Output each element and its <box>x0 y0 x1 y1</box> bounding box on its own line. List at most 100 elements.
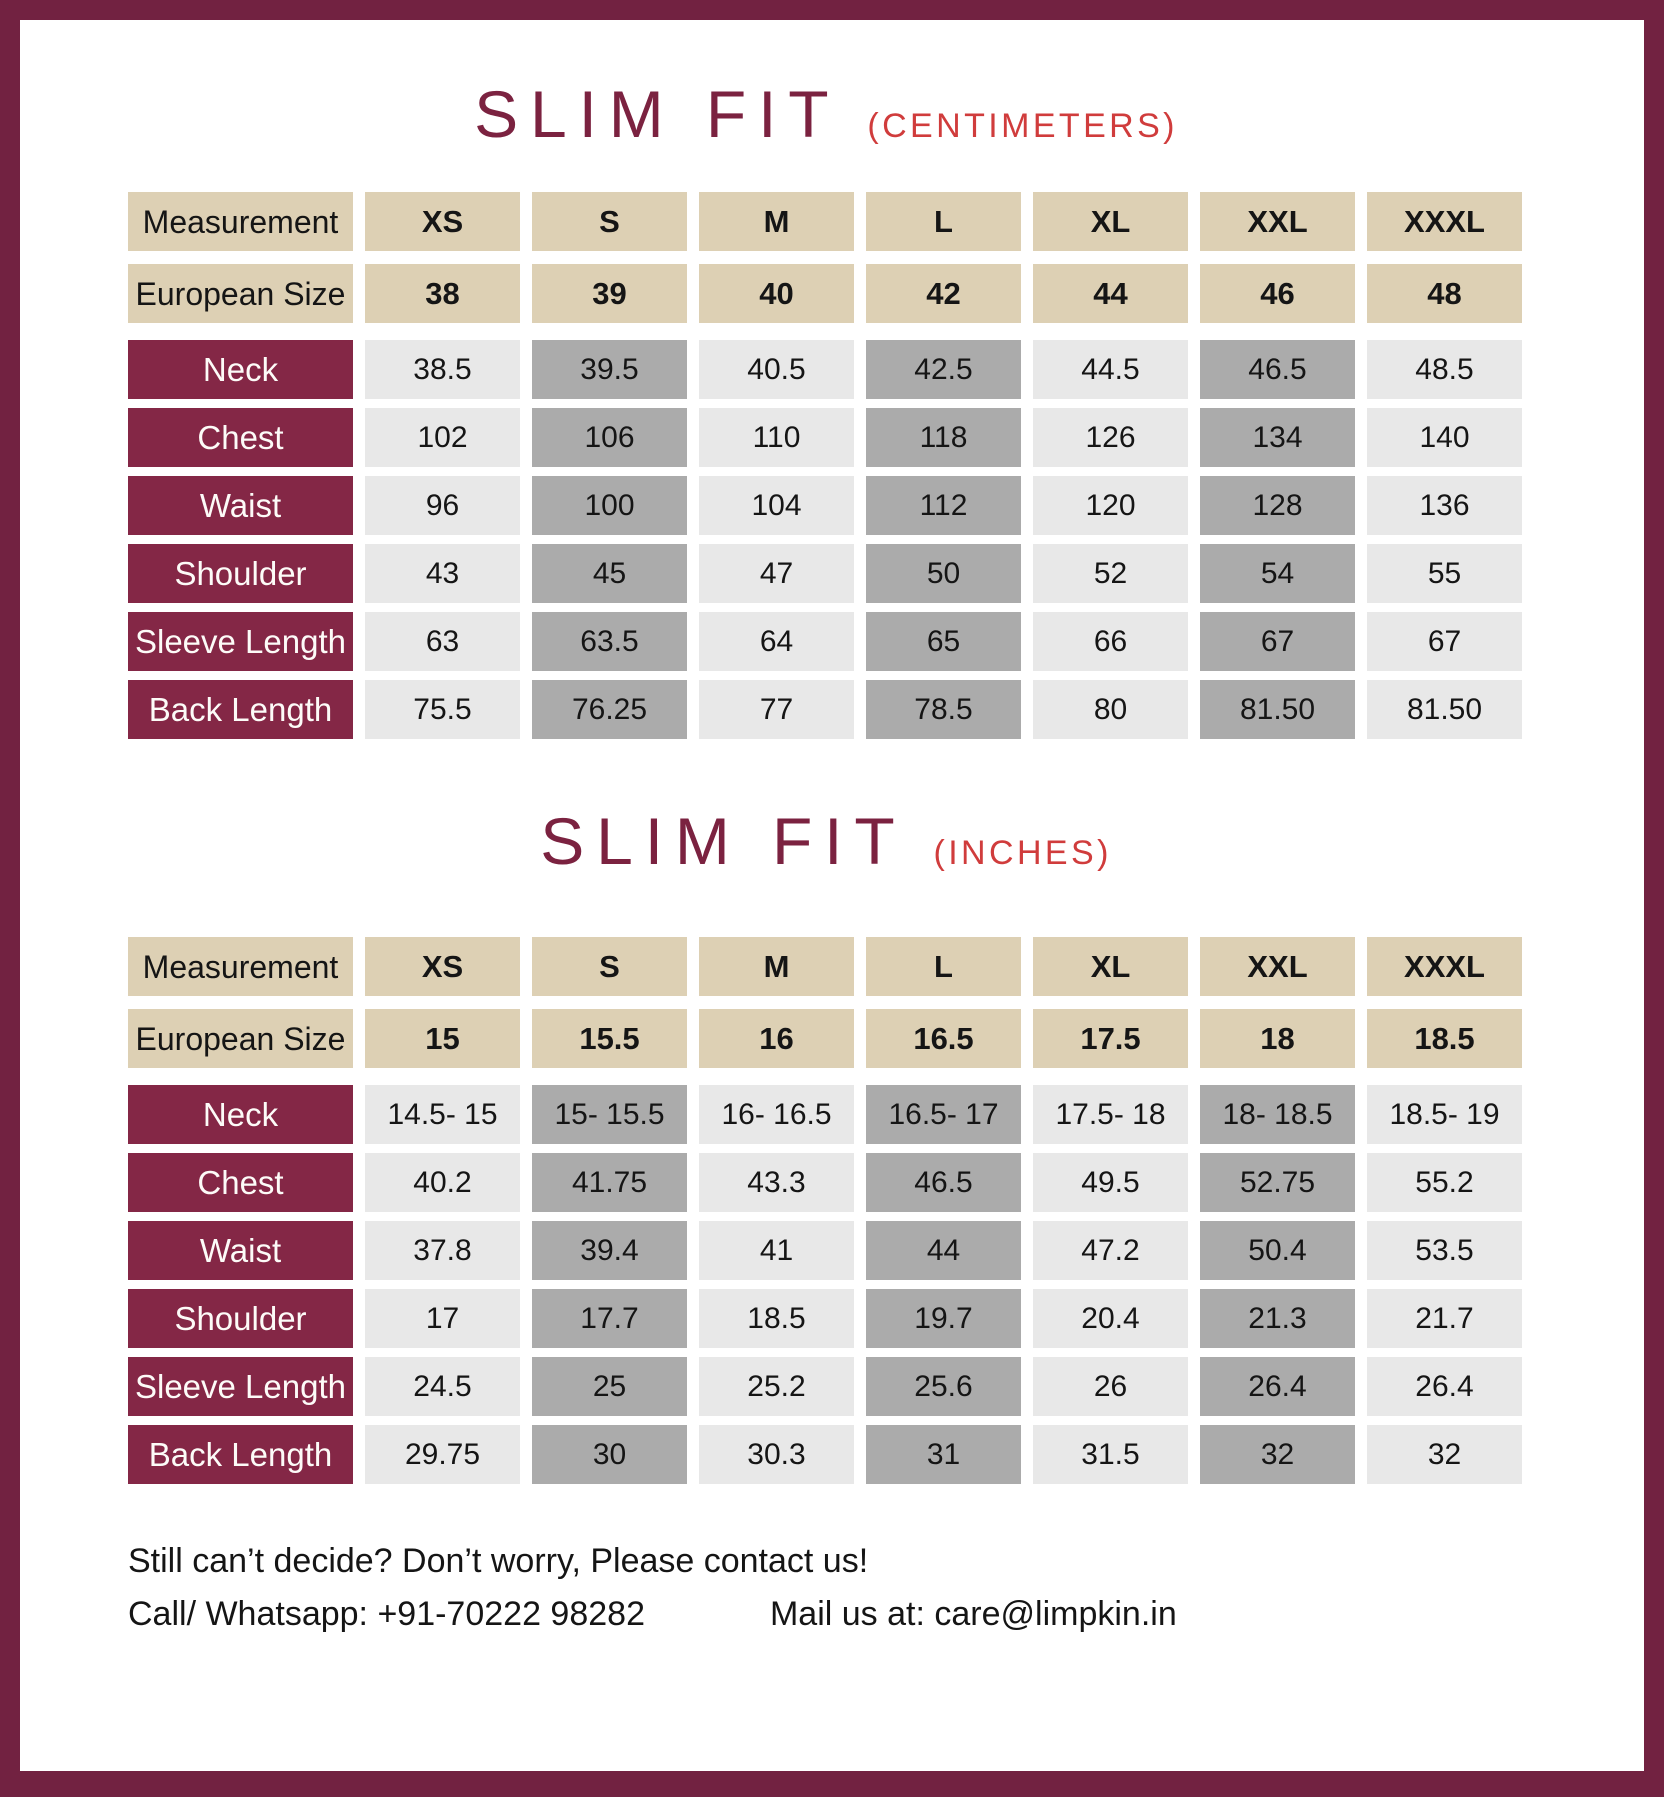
row-label-cell: Waist <box>128 1221 353 1280</box>
value-cell: 45 <box>532 544 687 603</box>
value-cell: 65 <box>866 612 1021 671</box>
row-label-cell: Sleeve Length <box>128 1357 353 1416</box>
european-size-value-cell: 40 <box>699 264 854 323</box>
value-cell: 17.5- 18 <box>1033 1085 1188 1144</box>
measurement-header-cell: Measurement <box>128 192 353 251</box>
size-header-cell: XL <box>1033 937 1188 996</box>
value-cell: 77 <box>699 680 854 739</box>
value-cell: 17.7 <box>532 1289 687 1348</box>
value-cell: 19.7 <box>866 1289 1021 1348</box>
row-label-cell: Chest <box>128 1153 353 1212</box>
size-table-inches: Measurement XS S M L XL XXL XXXL European Size 15… <box>128 937 1524 1484</box>
value-cell: 52 <box>1033 544 1188 603</box>
value-cell: 120 <box>1033 476 1188 535</box>
value-cell: 46.5 <box>1200 340 1355 399</box>
value-cell: 76.25 <box>532 680 687 739</box>
value-cell: 49.5 <box>1033 1153 1188 1212</box>
footer-help-text: Still can’t decide? Don’t worry, Please … <box>128 1542 869 1580</box>
value-cell: 140 <box>1367 408 1522 467</box>
value-cell: 30.3 <box>699 1425 854 1484</box>
inches-table-title: SLIM FIT (INCHES) <box>128 803 1524 879</box>
value-cell: 25 <box>532 1357 687 1416</box>
value-cell: 47 <box>699 544 854 603</box>
value-cell: 40.2 <box>365 1153 520 1212</box>
value-cell: 81.50 <box>1367 680 1522 739</box>
row-label-cell: Shoulder <box>128 1289 353 1348</box>
european-size-value-cell: 38 <box>365 264 520 323</box>
value-cell: 96 <box>365 476 520 535</box>
size-header-cell: M <box>699 192 854 251</box>
title-unit-cm: (CENTIMETERS) <box>867 107 1178 145</box>
header-grid-cm: Measurement XS S M L XL XXL XXXL European Size 38… <box>128 192 1524 323</box>
value-cell: 44.5 <box>1033 340 1188 399</box>
size-header-cell: L <box>866 937 1021 996</box>
value-cell: 39.5 <box>532 340 687 399</box>
value-cell: 44 <box>866 1221 1021 1280</box>
european-size-value-cell: 48 <box>1367 264 1522 323</box>
value-cell: 25.6 <box>866 1357 1021 1416</box>
footer-contact-line: Call/ Whatsapp: +91-70222 98282 Mail us … <box>128 1595 1524 1634</box>
size-header-cell: XXXL <box>1367 937 1522 996</box>
value-cell: 29.75 <box>365 1425 520 1484</box>
value-cell: 17 <box>365 1289 520 1348</box>
size-header-cell: L <box>866 192 1021 251</box>
title-unit-inches: (INCHES) <box>933 834 1112 872</box>
european-size-value-cell: 18.5 <box>1367 1009 1522 1068</box>
value-cell: 64 <box>699 612 854 671</box>
body-grid-inches: Neck 14.5- 15 15- 15.5 16- 16.5 16.5- 17 17.5… <box>128 1085 1524 1484</box>
european-size-label-cell: European Size <box>128 1009 353 1068</box>
value-cell: 21.7 <box>1367 1289 1522 1348</box>
value-cell: 21.3 <box>1200 1289 1355 1348</box>
value-cell: 18.5 <box>699 1289 854 1348</box>
european-size-value-cell: 46 <box>1200 264 1355 323</box>
european-size-value-cell: 15 <box>365 1009 520 1068</box>
size-header-cell: XXL <box>1200 192 1355 251</box>
value-cell: 66 <box>1033 612 1188 671</box>
value-cell: 106 <box>532 408 687 467</box>
value-cell: 102 <box>365 408 520 467</box>
value-cell: 40.5 <box>699 340 854 399</box>
value-cell: 63.5 <box>532 612 687 671</box>
value-cell: 20.4 <box>1033 1289 1188 1348</box>
row-label-cell: Waist <box>128 476 353 535</box>
footer-call-text: Call/ Whatsapp: +91-70222 98282 <box>128 1595 645 1633</box>
value-cell: 15- 15.5 <box>532 1085 687 1144</box>
value-cell: 37.8 <box>365 1221 520 1280</box>
title-text-inches: SLIM FIT <box>540 804 907 878</box>
title-text-cm: SLIM FIT <box>474 77 841 151</box>
value-cell: 43 <box>365 544 520 603</box>
row-label-cell: Neck <box>128 340 353 399</box>
value-cell: 14.5- 15 <box>365 1085 520 1144</box>
european-size-value-cell: 16.5 <box>866 1009 1021 1068</box>
value-cell: 55.2 <box>1367 1153 1522 1212</box>
size-header-cell: XS <box>365 937 520 996</box>
value-cell: 118 <box>866 408 1021 467</box>
body-grid-cm: Neck 38.5 39.5 40.5 42.5 44.5 46.5 48.5 Chest 102… <box>128 340 1524 739</box>
value-cell: 126 <box>1033 408 1188 467</box>
size-table-centimeters: Measurement XS S M L XL XXL XXXL European Size 38… <box>128 192 1524 739</box>
value-cell: 104 <box>699 476 854 535</box>
value-cell: 38.5 <box>365 340 520 399</box>
value-cell: 112 <box>866 476 1021 535</box>
value-cell: 78.5 <box>866 680 1021 739</box>
value-cell: 32 <box>1367 1425 1522 1484</box>
value-cell: 80 <box>1033 680 1188 739</box>
row-label-cell: Chest <box>128 408 353 467</box>
cm-table-title: SLIM FIT (CENTIMETERS) <box>128 76 1524 152</box>
european-size-value-cell: 15.5 <box>532 1009 687 1068</box>
value-cell: 16.5- 17 <box>866 1085 1021 1144</box>
value-cell: 67 <box>1200 612 1355 671</box>
value-cell: 50.4 <box>1200 1221 1355 1280</box>
size-header-cell: M <box>699 937 854 996</box>
value-cell: 26.4 <box>1367 1357 1522 1416</box>
row-label-cell: Neck <box>128 1085 353 1144</box>
value-cell: 31.5 <box>1033 1425 1188 1484</box>
value-cell: 41.75 <box>532 1153 687 1212</box>
size-header-cell: XXL <box>1200 937 1355 996</box>
value-cell: 42.5 <box>866 340 1021 399</box>
value-cell: 128 <box>1200 476 1355 535</box>
row-label-cell: Sleeve Length <box>128 612 353 671</box>
value-cell: 52.75 <box>1200 1153 1355 1212</box>
header-grid-inches: Measurement XS S M L XL XXL XXXL European Size 15… <box>128 937 1524 1068</box>
value-cell: 136 <box>1367 476 1522 535</box>
